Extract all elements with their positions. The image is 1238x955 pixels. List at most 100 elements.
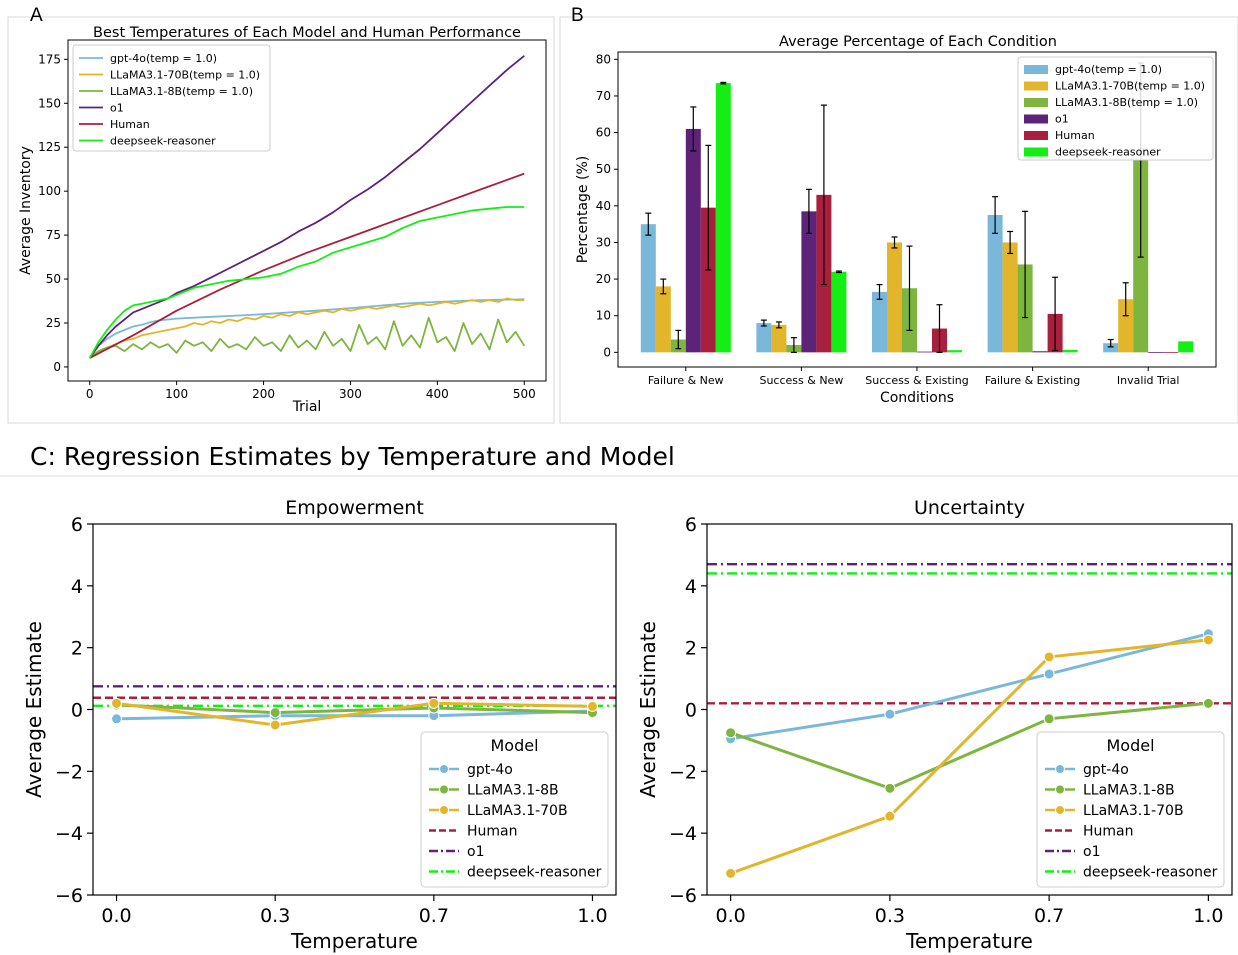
legend-swatch	[1024, 65, 1048, 74]
x-tick-label: 0.0	[101, 905, 131, 927]
y-tick-label: 0	[603, 345, 611, 359]
data-point-llama3-1-8b	[725, 727, 737, 739]
bar-llama3-1-70b-temp-1-0-success-new	[771, 324, 787, 353]
legend-label: Human	[1055, 129, 1095, 142]
legend-label: deepseek-reasoner	[110, 135, 216, 148]
legend-label: Human	[467, 824, 518, 840]
bar-gpt-4o-temp-1-0-success-new	[756, 323, 772, 353]
legend-label: LLaMA3.1-8B	[1083, 783, 1175, 799]
legend-box	[1036, 731, 1225, 888]
y-axis-label: Average Estimate	[22, 621, 46, 798]
x-tick-label: Failure & New	[648, 374, 724, 387]
legend-label: o1	[467, 844, 484, 860]
bar-human-failure-new	[700, 207, 716, 353]
data-point-llama3-1-8b	[1043, 713, 1055, 725]
legend-label: LLaMA3.1-8B(temp = 1.0)	[110, 85, 253, 98]
legend-marker	[1055, 805, 1065, 815]
chart-b-title: Average Percentage of Each Condition	[779, 34, 1057, 50]
y-tick-label: 125	[38, 140, 61, 154]
series-line-deepseek-reasoner	[88, 206, 525, 359]
x-tick-label: 200	[252, 387, 275, 401]
bar-deepseek-reasoner-failure-new	[715, 83, 731, 353]
x-tick-label: 300	[339, 387, 362, 401]
panel-a-label: A	[30, 5, 43, 26]
legend-marker	[1055, 764, 1065, 774]
x-tick-label: 1.0	[577, 905, 607, 927]
legend-swatch	[1024, 81, 1048, 91]
bar-gpt-4o-temp-1-0-invalid-trial	[1103, 343, 1119, 353]
y-tick-label: 4	[71, 576, 83, 598]
series-line-gpt-4o	[116, 709, 593, 721]
x-tick-label: 0.0	[716, 905, 746, 927]
x-tick-label: Success & Existing	[865, 374, 968, 387]
y-axis-label: Percentage (%)	[575, 156, 591, 263]
bar-o1-success-existing	[917, 351, 932, 353]
series-line-gpt-4o	[730, 632, 1209, 741]
x-tick-label: Invalid Trial	[1117, 374, 1180, 387]
bar-llama3-1-70b-temp-1-0-success-existing	[887, 242, 902, 353]
subplot-title: Uncertainty	[914, 497, 1025, 519]
series-line-o1	[88, 55, 525, 359]
x-tick-label: 400	[426, 387, 449, 401]
legend-marker	[439, 805, 449, 815]
legend-swatch	[1024, 147, 1048, 157]
panel-b-chart: Average Percentage of Each Condition 0 10 2…	[575, 34, 1217, 406]
panel-c-title: C: Regression Estimates by Temperature a…	[30, 442, 675, 471]
y-tick-label: −6	[669, 885, 697, 907]
x-axis-label: Temperature	[905, 929, 1033, 953]
legend-label: LLaMA3.1-70B(temp = 1.0)	[110, 69, 260, 82]
legend-label: LLaMA3.1-8B(temp = 1.0)	[1055, 96, 1198, 109]
legend-label: LLaMA3.1-70B	[1083, 803, 1184, 819]
data-point-llama3-1-70b	[1043, 651, 1055, 663]
data-point-llama3-1-70b	[884, 810, 896, 822]
legend-swatch	[1024, 98, 1048, 107]
y-tick-label: 6	[685, 514, 697, 536]
legend-marker	[439, 784, 449, 795]
y-tick-label: −2	[669, 761, 697, 783]
x-tick-label: 0.3	[875, 905, 905, 927]
data-point-llama3-1-70b	[269, 719, 281, 731]
legend-label: gpt-4o	[467, 762, 513, 778]
series-line-llama3-1-8b	[116, 703, 593, 715]
y-tick-label: 40	[596, 199, 611, 213]
y-tick-label: 2	[71, 638, 83, 660]
y-tick-label: 20	[596, 272, 611, 286]
data-point-llama3-1-8b	[884, 782, 896, 794]
data-point-gpt-4o	[111, 713, 123, 725]
x-axis-label: Trial	[292, 399, 322, 415]
legend-label: o1	[110, 102, 124, 115]
legend-box	[420, 731, 609, 888]
x-axis-label: Temperature	[290, 929, 418, 953]
legend-box	[1017, 56, 1214, 161]
legend-label: deepseek-reasoner	[467, 865, 602, 881]
bar-o1-invalid-trial	[1148, 351, 1164, 353]
bar-o1-failure-existing	[1032, 351, 1048, 353]
legend-box	[72, 44, 271, 152]
legend-label: deepseek-reasoner	[1083, 865, 1218, 881]
panel-b-frame	[559, 16, 1238, 424]
x-tick-label: 500	[513, 387, 536, 401]
y-tick-label: 70	[596, 89, 611, 103]
legend-swatch	[1024, 131, 1048, 140]
bar-llama3-1-70b-temp-1-0-failure-existing	[1002, 242, 1018, 353]
bar-deepseek-reasoner-success-new	[831, 271, 847, 353]
y-tick-label: −4	[669, 823, 697, 845]
chart-a-axes-box	[67, 39, 547, 382]
x-tick-label: Success & New	[759, 374, 843, 387]
bar-llama3-1-70b-temp-1-0-invalid-trial	[1118, 299, 1134, 353]
legend-marker	[1055, 784, 1065, 795]
legend-label: gpt-4o	[1083, 762, 1129, 778]
y-tick-label: 10	[596, 309, 611, 323]
y-tick-label: 50	[46, 272, 61, 286]
legend-label: Human	[110, 118, 150, 131]
legend-title: Model	[1106, 736, 1154, 755]
bar-gpt-4o-temp-1-0-success-existing	[872, 291, 887, 353]
legend-label: o1	[1055, 113, 1069, 126]
x-tick-label: 100	[165, 387, 188, 401]
y-tick-label: 50	[596, 162, 611, 176]
panel-a-frame	[7, 16, 555, 424]
y-tick-label: 60	[596, 126, 611, 140]
bar-deepseek-reasoner-success-existing	[947, 350, 962, 353]
panel-c-uncertainty-chart: Uncertainty −6 −4 −2 0 2 4 6 0.0 0.3 0.7 1.0 Tempera…	[636, 497, 1233, 953]
